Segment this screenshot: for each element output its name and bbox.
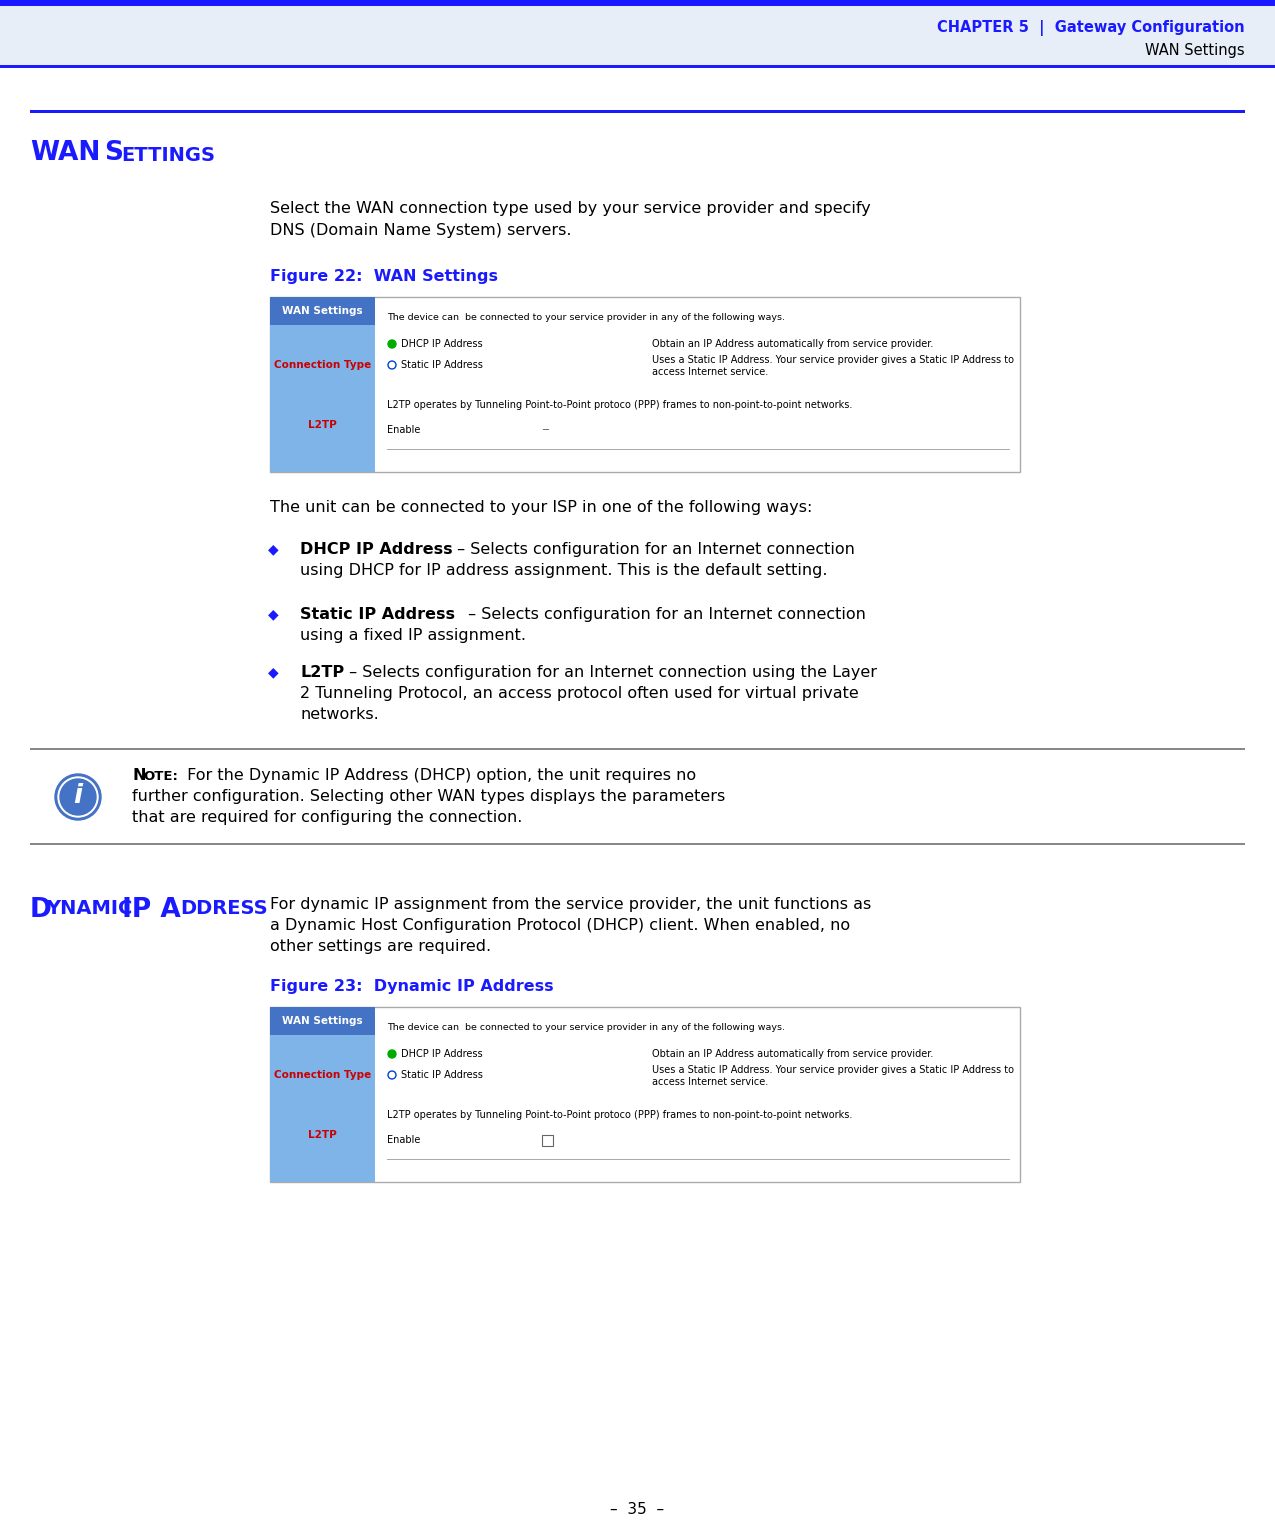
Text: Figure 23:  Dynamic IP Address: Figure 23: Dynamic IP Address bbox=[270, 979, 553, 994]
Text: WAN: WAN bbox=[31, 139, 101, 165]
Text: Obtain an IP Address automatically from service provider.: Obtain an IP Address automatically from … bbox=[652, 339, 933, 349]
Text: further configuration. Selecting other WAN types displays the parameters: further configuration. Selecting other W… bbox=[133, 789, 725, 804]
Text: Connection Type: Connection Type bbox=[274, 1069, 371, 1080]
Text: Enable: Enable bbox=[388, 1135, 421, 1144]
Text: IP A: IP A bbox=[113, 898, 181, 922]
Text: Static IP Address: Static IP Address bbox=[402, 360, 483, 371]
Circle shape bbox=[60, 778, 96, 815]
Text: ─: ─ bbox=[542, 424, 548, 435]
Text: WAN Settings: WAN Settings bbox=[282, 306, 363, 316]
Text: L2TP: L2TP bbox=[309, 1131, 337, 1140]
Text: Select the WAN connection type used by your service provider and specify: Select the WAN connection type used by y… bbox=[270, 201, 871, 216]
Text: S: S bbox=[105, 139, 122, 165]
Circle shape bbox=[388, 1049, 397, 1059]
Text: For the Dynamic IP Address (DHCP) option, the unit requires no: For the Dynamic IP Address (DHCP) option… bbox=[182, 768, 696, 783]
Text: L2TP: L2TP bbox=[309, 420, 337, 430]
Bar bbox=[270, 1007, 375, 1036]
Circle shape bbox=[57, 777, 98, 817]
Text: –  35  –: – 35 – bbox=[609, 1503, 664, 1518]
Text: WAN Settings: WAN Settings bbox=[1145, 43, 1244, 58]
Bar bbox=[31, 110, 1244, 113]
Text: D: D bbox=[31, 898, 52, 922]
Text: N: N bbox=[133, 768, 145, 783]
Bar bbox=[0, 64, 1275, 67]
Text: DNS (Domain Name System) servers.: DNS (Domain Name System) servers. bbox=[270, 224, 571, 237]
Text: Connection Type: Connection Type bbox=[274, 360, 371, 371]
Bar bbox=[0, 0, 1275, 6]
Text: CHAPTER 5  |  Gateway Configuration: CHAPTER 5 | Gateway Configuration bbox=[937, 20, 1244, 35]
Bar bbox=[270, 1007, 375, 1183]
Text: WAN Settings: WAN Settings bbox=[282, 1016, 363, 1026]
Text: 2 Tunneling Protocol, an access protocol often used for virtual private: 2 Tunneling Protocol, an access protocol… bbox=[300, 686, 859, 702]
Text: Static IP Address: Static IP Address bbox=[402, 1069, 483, 1080]
Circle shape bbox=[55, 774, 101, 820]
Bar bbox=[270, 1007, 1020, 1183]
Bar bbox=[31, 748, 1244, 751]
Text: that are required for configuring the connection.: that are required for configuring the co… bbox=[133, 810, 523, 826]
Text: – Selects configuration for an Internet connection using the Layer: – Selects configuration for an Internet … bbox=[344, 665, 877, 680]
Text: – Selects configuration for an Internet connection: – Selects configuration for an Internet … bbox=[453, 542, 854, 558]
Text: The unit can be connected to your ISP in one of the following ways:: The unit can be connected to your ISP in… bbox=[270, 499, 812, 515]
Text: L2TP operates by Tunneling Point-to-Point protoco (PPP) frames to non-point-to-p: L2TP operates by Tunneling Point-to-Poin… bbox=[388, 400, 853, 411]
Text: using DHCP for IP address assignment. This is the default setting.: using DHCP for IP address assignment. Th… bbox=[300, 562, 827, 578]
Bar bbox=[0, 0, 1275, 67]
Bar bbox=[31, 843, 1244, 846]
Text: L2TP operates by Tunneling Point-to-Point protoco (PPP) frames to non-point-to-p: L2TP operates by Tunneling Point-to-Poin… bbox=[388, 1111, 853, 1120]
Text: YNAMIC: YNAMIC bbox=[46, 899, 133, 918]
Text: For dynamic IP assignment from the service provider, the unit functions as: For dynamic IP assignment from the servi… bbox=[270, 898, 871, 912]
Text: OTE:: OTE: bbox=[143, 771, 179, 783]
Text: ◆: ◆ bbox=[268, 607, 279, 620]
Text: Uses a Static IP Address. Your service provider gives a Static IP Address to: Uses a Static IP Address. Your service p… bbox=[652, 1065, 1014, 1075]
Text: access Internet service.: access Internet service. bbox=[652, 368, 769, 377]
Text: The device can  be connected to your service provider in any of the following wa: The device can be connected to your serv… bbox=[388, 313, 785, 322]
Text: The device can  be connected to your service provider in any of the following wa: The device can be connected to your serv… bbox=[388, 1023, 785, 1033]
Text: L2TP: L2TP bbox=[300, 665, 344, 680]
Text: – Selects configuration for an Internet connection: – Selects configuration for an Internet … bbox=[463, 607, 866, 622]
Text: Static IP Address: Static IP Address bbox=[300, 607, 455, 622]
Text: Uses a Static IP Address. Your service provider gives a Static IP Address to: Uses a Static IP Address. Your service p… bbox=[652, 355, 1014, 365]
Text: access Internet service.: access Internet service. bbox=[652, 1077, 769, 1088]
Text: other settings are required.: other settings are required. bbox=[270, 939, 491, 954]
Bar bbox=[270, 297, 375, 325]
Text: using a fixed IP assignment.: using a fixed IP assignment. bbox=[300, 628, 527, 643]
Bar bbox=[270, 297, 375, 472]
Circle shape bbox=[388, 340, 397, 348]
Text: Enable: Enable bbox=[388, 424, 421, 435]
Text: DHCP IP Address: DHCP IP Address bbox=[402, 1049, 483, 1059]
Text: i: i bbox=[74, 783, 83, 809]
Text: ◆: ◆ bbox=[268, 665, 279, 679]
Text: DDRESS: DDRESS bbox=[180, 899, 268, 918]
Text: ◆: ◆ bbox=[268, 542, 279, 556]
Text: Obtain an IP Address automatically from service provider.: Obtain an IP Address automatically from … bbox=[652, 1049, 933, 1059]
Bar bbox=[542, 1135, 553, 1146]
Text: ETTINGS: ETTINGS bbox=[121, 146, 215, 164]
Text: a Dynamic Host Configuration Protocol (DHCP) client. When enabled, no: a Dynamic Host Configuration Protocol (D… bbox=[270, 918, 850, 933]
Bar bbox=[270, 297, 1020, 472]
Text: DHCP IP Address: DHCP IP Address bbox=[402, 339, 483, 349]
Text: Figure 22:  WAN Settings: Figure 22: WAN Settings bbox=[270, 270, 499, 283]
Text: DHCP IP Address: DHCP IP Address bbox=[300, 542, 453, 558]
Text: networks.: networks. bbox=[300, 706, 379, 722]
